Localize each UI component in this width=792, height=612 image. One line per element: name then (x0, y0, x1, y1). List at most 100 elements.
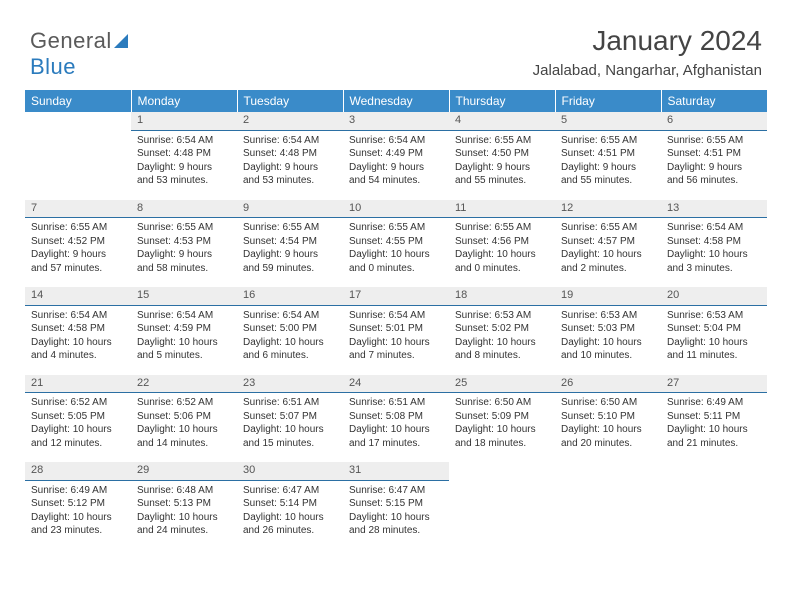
header-saturday: Saturday (661, 90, 767, 112)
sunset-label: Sunset: (349, 236, 386, 247)
sunrise-label: Sunrise: (561, 397, 600, 408)
daylight-line: Daylight: 10 hours and 20 minutes. (561, 423, 655, 450)
sunset-label: Sunset: (243, 411, 280, 422)
sunset-label: Sunset: (667, 323, 704, 334)
day-content-cell (661, 480, 767, 546)
sunrise-label: Sunrise: (243, 135, 282, 146)
sunset-value: 5:12 PM (68, 498, 105, 509)
sunrise-label: Sunrise: (137, 485, 176, 496)
day-number: 10 (349, 202, 361, 214)
day-content-cell: Sunrise: 6:50 AMSunset: 5:09 PMDaylight:… (449, 393, 555, 459)
sunrise-line: Sunrise: 6:48 AM (137, 484, 231, 498)
sunrise-label: Sunrise: (561, 310, 600, 321)
day-number-cell: 27 (661, 375, 767, 393)
daynum-row: 28293031 (25, 462, 767, 480)
sunrise-value: 6:53 AM (706, 310, 743, 321)
sunrise-label: Sunrise: (455, 135, 494, 146)
sunrise-value: 6:54 AM (388, 135, 425, 146)
sunset-label: Sunset: (455, 236, 492, 247)
day-content-cell: Sunrise: 6:55 AMSunset: 4:56 PMDaylight:… (449, 218, 555, 284)
header-thursday: Thursday (449, 90, 555, 112)
content-row: Sunrise: 6:52 AMSunset: 5:05 PMDaylight:… (25, 393, 767, 459)
daylight-line: Daylight: 10 hours and 0 minutes. (455, 248, 549, 275)
day-content-cell: Sunrise: 6:54 AMSunset: 4:58 PMDaylight:… (25, 305, 131, 371)
sunset-line: Sunset: 4:57 PM (561, 235, 655, 249)
day-number: 17 (349, 289, 361, 301)
sunset-label: Sunset: (561, 148, 598, 159)
daylight-line: Daylight: 10 hours and 8 minutes. (455, 336, 549, 363)
sunset-label: Sunset: (137, 236, 174, 247)
sunset-label: Sunset: (31, 236, 68, 247)
sunset-label: Sunset: (137, 411, 174, 422)
day-content-cell: Sunrise: 6:55 AMSunset: 4:53 PMDaylight:… (131, 218, 237, 284)
daylight-label: Daylight: (667, 424, 709, 435)
daylight-line: Daylight: 10 hours and 17 minutes. (349, 423, 443, 450)
calendar-table: Sunday Monday Tuesday Wednesday Thursday… (25, 90, 767, 546)
sunset-line: Sunset: 5:11 PM (667, 410, 761, 424)
day-content-cell: Sunrise: 6:54 AMSunset: 5:01 PMDaylight:… (343, 305, 449, 371)
sunrise-value: 6:52 AM (176, 397, 213, 408)
daynum-row: 123456 (25, 112, 767, 130)
sunrise-value: 6:55 AM (70, 222, 107, 233)
sunrise-line: Sunrise: 6:53 AM (455, 309, 549, 323)
sunset-line: Sunset: 4:58 PM (31, 322, 125, 336)
daylight-line: Daylight: 10 hours and 5 minutes. (137, 336, 231, 363)
sunrise-line: Sunrise: 6:47 AM (243, 484, 337, 498)
sunset-label: Sunset: (561, 236, 598, 247)
daylight-label: Daylight: (349, 424, 391, 435)
sunrise-line: Sunrise: 6:55 AM (561, 134, 655, 148)
day-content-cell: Sunrise: 6:50 AMSunset: 5:10 PMDaylight:… (555, 393, 661, 459)
sunset-value: 5:15 PM (386, 498, 423, 509)
header-tuesday: Tuesday (237, 90, 343, 112)
sunset-label: Sunset: (137, 323, 174, 334)
day-number-cell: 14 (25, 287, 131, 305)
day-number-cell (449, 462, 555, 480)
daylight-label: Daylight: (455, 249, 497, 260)
day-number: 3 (349, 114, 355, 126)
sunrise-value: 6:55 AM (494, 135, 531, 146)
day-number: 23 (243, 377, 255, 389)
sunset-label: Sunset: (667, 148, 704, 159)
sunrise-value: 6:55 AM (706, 135, 743, 146)
sunset-value: 5:01 PM (386, 323, 423, 334)
sunrise-label: Sunrise: (137, 135, 176, 146)
day-content-cell: Sunrise: 6:49 AMSunset: 5:11 PMDaylight:… (661, 393, 767, 459)
sunset-line: Sunset: 4:55 PM (349, 235, 443, 249)
daylight-label: Daylight: (137, 249, 179, 260)
content-row: Sunrise: 6:55 AMSunset: 4:52 PMDaylight:… (25, 218, 767, 284)
sunset-line: Sunset: 5:12 PM (31, 497, 125, 511)
sunrise-value: 6:54 AM (176, 310, 213, 321)
sunset-label: Sunset: (31, 498, 68, 509)
day-number: 22 (137, 377, 149, 389)
day-content-cell: Sunrise: 6:52 AMSunset: 5:06 PMDaylight:… (131, 393, 237, 459)
sunset-line: Sunset: 4:48 PM (137, 147, 231, 161)
sunrise-label: Sunrise: (137, 397, 176, 408)
daylight-label: Daylight: (455, 162, 497, 173)
sunset-value: 4:48 PM (174, 148, 211, 159)
sunset-label: Sunset: (137, 148, 174, 159)
day-content-cell: Sunrise: 6:54 AMSunset: 4:49 PMDaylight:… (343, 130, 449, 196)
day-content-cell: Sunrise: 6:53 AMSunset: 5:04 PMDaylight:… (661, 305, 767, 371)
sunset-line: Sunset: 5:07 PM (243, 410, 337, 424)
day-number-cell: 10 (343, 200, 449, 218)
sunrise-label: Sunrise: (455, 222, 494, 233)
sunset-line: Sunset: 5:15 PM (349, 497, 443, 511)
daylight-line: Daylight: 9 hours and 53 minutes. (243, 161, 337, 188)
sunset-value: 5:02 PM (492, 323, 529, 334)
day-number-cell: 15 (131, 287, 237, 305)
sunset-label: Sunset: (31, 323, 68, 334)
sunrise-value: 6:51 AM (282, 397, 319, 408)
sunrise-value: 6:53 AM (600, 310, 637, 321)
sunset-value: 4:50 PM (492, 148, 529, 159)
sunset-line: Sunset: 4:56 PM (455, 235, 549, 249)
day-number-cell: 26 (555, 375, 661, 393)
sunrise-value: 6:54 AM (176, 135, 213, 146)
daylight-label: Daylight: (137, 337, 179, 348)
sunset-value: 4:54 PM (280, 236, 317, 247)
sunrise-line: Sunrise: 6:54 AM (349, 134, 443, 148)
sunset-line: Sunset: 5:10 PM (561, 410, 655, 424)
daylight-label: Daylight: (349, 512, 391, 523)
daylight-line: Daylight: 9 hours and 57 minutes. (31, 248, 125, 275)
sunrise-value: 6:50 AM (494, 397, 531, 408)
sunset-value: 5:05 PM (68, 411, 105, 422)
